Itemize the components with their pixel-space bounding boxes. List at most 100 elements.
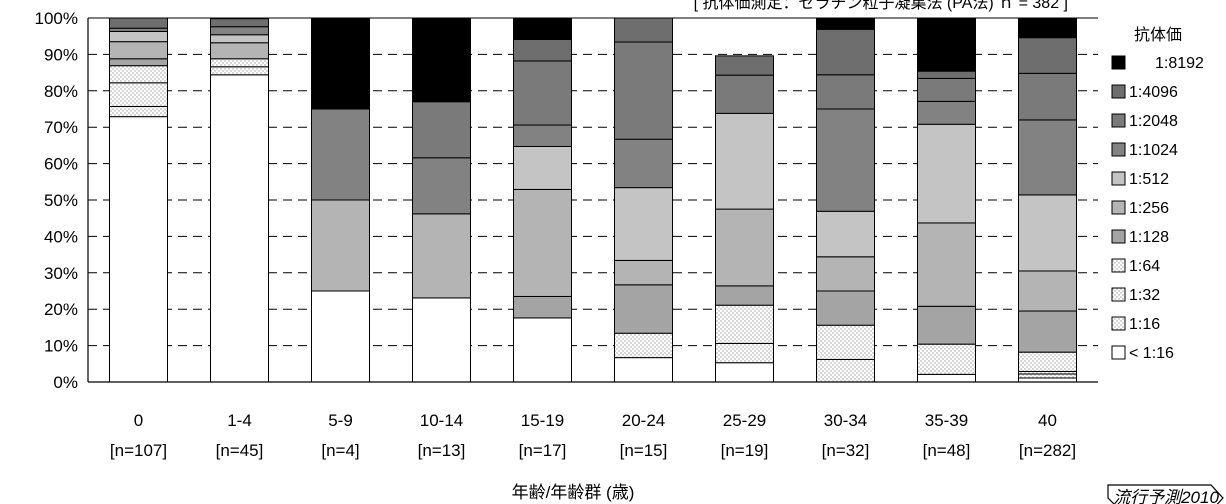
- bar-segment: [917, 222, 976, 307]
- x-category-n-label: [n=107]: [110, 441, 167, 460]
- bar-segment: [816, 358, 875, 383]
- x-category-n-label: [n=4]: [321, 441, 359, 460]
- bar-segment: [513, 17, 572, 40]
- legend-label: 1:1024: [1129, 142, 1178, 159]
- bar-segment: [715, 74, 774, 114]
- y-tick-labels: 0% 10% 20% 30% 40% 50% 60% 70% 80% 90% 100%: [35, 9, 78, 392]
- bar-segment: [109, 41, 168, 60]
- bar-segment: [816, 210, 875, 258]
- bar-segment: [513, 60, 572, 126]
- bar-segment: [917, 70, 976, 79]
- bar-segment: [715, 304, 774, 344]
- bars: [109, 17, 1077, 383]
- bar-segment: [917, 123, 976, 224]
- bar-segment: [210, 26, 269, 36]
- x-category-labels: 0 [n=107] 1-4 [n=45] 5-9 [n=4] 10-14 [n=13] 15-1…: [110, 411, 1076, 460]
- bar-segment: [412, 213, 471, 299]
- bar-segment: [917, 305, 976, 345]
- y-tick-label: 100%: [35, 9, 78, 28]
- bar-segment: [513, 38, 572, 62]
- bar-segment: [412, 297, 471, 383]
- x-category-label: 15-19: [521, 411, 564, 430]
- bar-segment: [816, 290, 875, 326]
- legend-label: 1:4096: [1129, 84, 1178, 101]
- x-category-n-label: [n=19]: [721, 441, 769, 460]
- bar-segment: [210, 34, 269, 44]
- legend-label: 1:16: [1129, 316, 1160, 333]
- bar-segment: [513, 188, 572, 297]
- bar-segment: [614, 357, 673, 383]
- bar-segment: [614, 284, 673, 334]
- bar-segment: [311, 17, 370, 110]
- bar-segment: [1018, 373, 1077, 379]
- bar-segment: [210, 58, 269, 68]
- bar-segment: [109, 17, 168, 29]
- bar-segment: [1018, 119, 1077, 196]
- bar-segment: [715, 55, 774, 76]
- y-tick-label: 30%: [44, 264, 78, 283]
- x-category-n-label: [n=13]: [418, 441, 466, 460]
- x-category-label: 0: [134, 411, 143, 430]
- x-category-label: 10-14: [420, 411, 463, 430]
- legend-swatch: [1111, 200, 1126, 215]
- legend-swatch: [1111, 316, 1126, 331]
- bar-segment: [1018, 194, 1077, 272]
- bar-segment: [917, 100, 976, 125]
- bar-segment: [513, 295, 572, 319]
- badge-text: 流行予測2010: [1113, 488, 1219, 504]
- legend-swatch: [1111, 171, 1126, 186]
- legend-label: 1:64: [1129, 258, 1160, 275]
- bar-segment: [109, 65, 168, 84]
- legend-swatch: [1111, 287, 1126, 302]
- bar-segment: [715, 285, 774, 306]
- bar-segment: [917, 343, 976, 375]
- legend-label: 1:8192: [1155, 55, 1204, 72]
- bar-segment: [715, 342, 774, 364]
- bar-segment: [816, 28, 875, 76]
- bar-segment: [311, 290, 370, 383]
- legend-swatch: [1111, 229, 1126, 244]
- bar-segment: [1018, 377, 1077, 383]
- x-category-label: 40: [1038, 411, 1057, 430]
- bar-segment: [513, 317, 572, 383]
- x-category-n-label: [n=17]: [519, 441, 567, 460]
- axes: [87, 17, 1098, 383]
- bar-segment: [614, 138, 673, 189]
- bar-segment: [614, 332, 673, 359]
- x-category-n-label: [n=32]: [822, 441, 870, 460]
- bar-segment: [210, 66, 269, 76]
- bar-segment: [412, 101, 471, 159]
- bar-segment: [210, 74, 269, 383]
- legend-label: 1:2048: [1129, 113, 1178, 130]
- legend-title: 抗体価: [1134, 26, 1182, 44]
- bar-segment: [109, 58, 168, 67]
- bar-segment: [210, 18, 269, 28]
- bar-segment: [311, 199, 370, 292]
- y-tick-label: 40%: [44, 227, 78, 246]
- bar-segment: [816, 74, 875, 110]
- legend-label: 1:256: [1129, 200, 1169, 217]
- bar-segment: [311, 108, 370, 201]
- bar-segment: [1018, 72, 1077, 121]
- bar-segment: [614, 17, 673, 43]
- bar-segment: [614, 41, 673, 140]
- x-category-n-label: [n=48]: [923, 441, 971, 460]
- legend-swatch: [1111, 345, 1126, 360]
- bar-segment: [513, 145, 572, 190]
- legend-swatch: [1111, 84, 1126, 99]
- x-category-label: 25-29: [723, 411, 766, 430]
- x-category-label: 5-9: [328, 411, 353, 430]
- bar-segment: [1018, 310, 1077, 353]
- bar-segment: [412, 17, 471, 103]
- bar-segment: [816, 256, 875, 292]
- y-tick-label: 10%: [44, 337, 78, 356]
- bar-segment: [412, 157, 471, 215]
- bar-segment: [715, 112, 774, 210]
- legend-swatch: [1111, 55, 1126, 70]
- bar-segment: [715, 362, 774, 383]
- bar-segment: [1018, 17, 1077, 39]
- bar-segment: [1018, 351, 1077, 372]
- x-category-label: 1-4: [227, 411, 252, 430]
- bar-segment: [1018, 270, 1077, 312]
- bar-segment: [816, 17, 875, 30]
